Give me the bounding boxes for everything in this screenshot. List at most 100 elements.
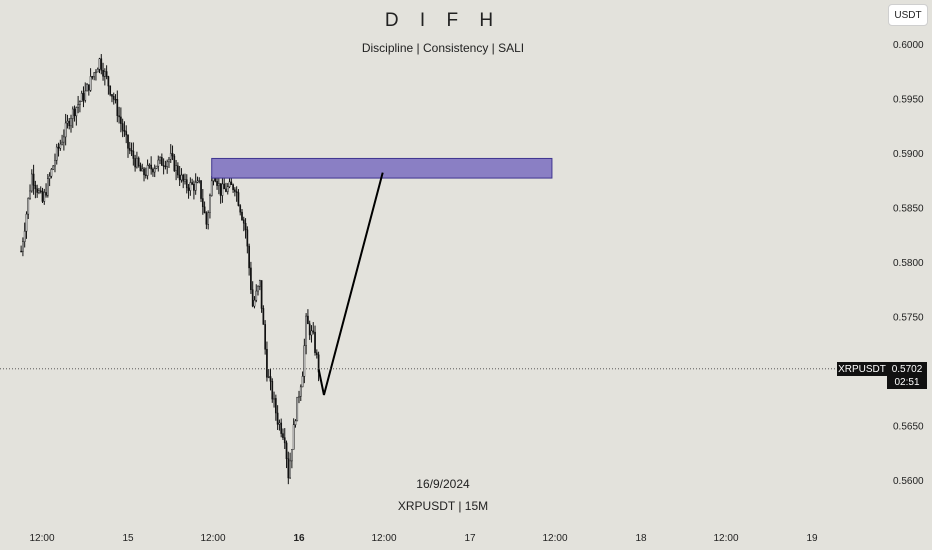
candle-body: [308, 323, 311, 336]
candle-body: [80, 93, 83, 102]
candle-body: [219, 183, 222, 196]
candle-body: [120, 116, 122, 124]
candle-body: [177, 165, 179, 176]
candle-body: [144, 174, 147, 176]
candle-body: [127, 134, 129, 149]
candle-body: [112, 96, 115, 100]
candle-body: [244, 222, 247, 231]
candle-body: [258, 280, 261, 287]
candle-body: [255, 290, 258, 301]
time-axis[interactable]: 12:00 15 12:00 16 12:00 17 12:00 18 12:00 19: [29, 533, 818, 544]
candle-body: [216, 181, 218, 186]
candle-body: [273, 398, 275, 400]
price-tick-label: 0.5800: [893, 258, 924, 269]
candle-body: [210, 180, 213, 196]
candle-body: [36, 188, 39, 193]
candle-body: [228, 181, 231, 187]
candle-body: [23, 230, 26, 242]
time-tick-label: 12:00: [200, 533, 225, 544]
candle-body: [75, 107, 78, 117]
candle-body: [84, 90, 87, 101]
candle-body: [194, 182, 197, 191]
candle-body: [280, 422, 283, 434]
projection-path[interactable]: [317, 172, 384, 396]
candle-body: [59, 143, 62, 149]
price-tick-label: 0.6000: [893, 40, 924, 51]
chart-title: D I F H: [384, 10, 502, 31]
candle-body: [93, 72, 96, 78]
candle-body: [248, 245, 250, 269]
candle-body: [43, 192, 46, 202]
candle-body: [287, 458, 290, 479]
candle-body: [237, 192, 240, 206]
candle-body: [38, 190, 40, 193]
candle-body: [235, 191, 238, 193]
candle-body: [137, 157, 140, 166]
candle-body: [30, 173, 33, 192]
candle-body: [116, 99, 119, 116]
time-tick-label: 18: [635, 533, 647, 544]
candle-body: [232, 184, 234, 190]
candle-body: [22, 241, 24, 252]
candle-body: [73, 108, 76, 117]
price-axis[interactable]: 0.6000 0.5950 0.5900 0.5850 0.5800 0.5750 0.57…: [893, 40, 924, 487]
candle-body: [314, 331, 316, 353]
time-tick-label: 17: [464, 533, 476, 544]
candle-body: [39, 190, 42, 192]
candle-body: [303, 345, 306, 377]
candle-body: [32, 173, 35, 186]
candle-body: [168, 158, 170, 163]
candle-body: [282, 433, 284, 438]
time-tick-label: 12:00: [371, 533, 396, 544]
candle-body: [253, 299, 256, 307]
candle-body: [191, 182, 193, 185]
last-price-value: 0.5702: [891, 364, 923, 375]
candle-body: [203, 206, 206, 214]
candle-body: [180, 174, 183, 181]
candle-body: [20, 250, 22, 253]
currency-button[interactable]: USDT: [888, 4, 928, 26]
candle-body: [132, 150, 135, 159]
time-tick-label: 19: [806, 533, 818, 544]
price-tick-label: 0.5750: [893, 313, 924, 324]
candle-body: [185, 179, 188, 189]
candle-body: [89, 76, 92, 91]
candle-body: [241, 211, 243, 221]
candle-body: [118, 115, 120, 118]
candle-body: [130, 149, 133, 152]
candle-body: [27, 197, 30, 215]
candle-body: [34, 184, 37, 190]
candle-body: [178, 174, 181, 181]
candle-body: [160, 157, 163, 166]
candle-body: [111, 94, 113, 97]
candle-body: [262, 308, 265, 325]
candle-body: [52, 165, 55, 170]
time-tick-label: 12:00: [542, 533, 567, 544]
candle-body: [96, 68, 99, 73]
candle-body: [239, 205, 242, 213]
price-tick-label: 0.5650: [893, 422, 924, 433]
candle-body: [221, 183, 224, 196]
candle-body: [98, 58, 101, 70]
candle-body: [61, 141, 63, 145]
candle-body: [242, 219, 245, 224]
candle-body: [146, 165, 149, 176]
candle-body: [123, 130, 126, 132]
candle-body: [125, 131, 128, 136]
candle-body: [267, 376, 270, 378]
candle-body: [71, 108, 74, 119]
candle-body: [86, 84, 88, 92]
candle-body: [109, 85, 112, 95]
candle-body: [278, 422, 281, 425]
candle-body: [296, 396, 299, 422]
candle-body: [283, 437, 286, 444]
candle-body: [150, 164, 153, 170]
candle-body: [276, 412, 279, 425]
candle-body: [307, 315, 309, 325]
candle-body: [173, 155, 176, 171]
candle-body: [29, 190, 31, 199]
candle-body: [157, 159, 160, 167]
candle-body: [148, 164, 151, 167]
bar-countdown: 02:51: [894, 377, 920, 388]
